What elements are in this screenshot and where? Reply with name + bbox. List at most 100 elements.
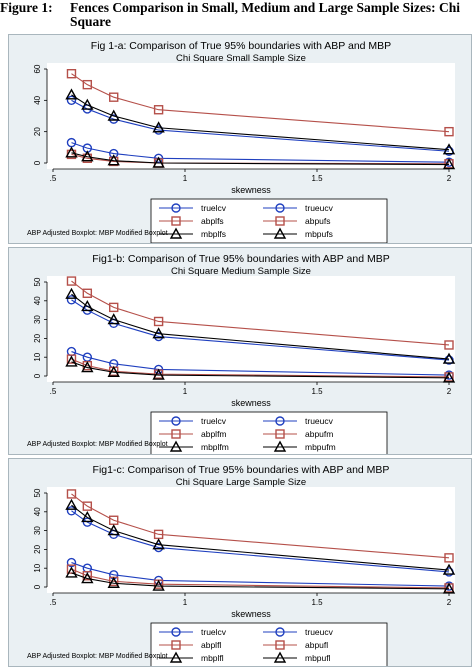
series-abpufm	[66, 276, 454, 350]
legend-marker	[171, 429, 181, 439]
legend-label: abpufs	[305, 216, 331, 226]
data-point	[82, 79, 93, 90]
legend-marker	[275, 203, 285, 213]
chart-svg: Fig1-c: Comparison of True 95% boundarie…	[27, 464, 456, 666]
chart-note: ABP Adjusted Boxplot: MBP Modified Boxpl…	[27, 441, 168, 448]
x-axis-label: skewness	[231, 398, 271, 408]
legend-marker	[275, 429, 285, 439]
legend-label: abplfl	[201, 640, 221, 650]
data-point	[81, 150, 94, 162]
series-mbpufl	[65, 498, 456, 575]
legend-item: trueucv	[263, 203, 334, 213]
series-line	[71, 99, 450, 152]
legend-item: mbpufs	[263, 227, 333, 239]
x-tick-label: .5	[50, 174, 57, 183]
legend-marker	[169, 440, 183, 452]
series-line	[71, 152, 450, 166]
figure-caption-text: Fences Comparison in Small, Medium and L…	[70, 0, 461, 29]
data-point	[107, 313, 120, 325]
legend-item: trueucv	[263, 416, 334, 426]
y-tick-label: 50	[33, 488, 42, 497]
x-tick-label: 1.5	[311, 174, 323, 183]
data-point	[107, 365, 120, 377]
chart-title: Fig 1-a: Comparison of True 95% boundari…	[91, 40, 391, 52]
x-tick-label: 1.5	[311, 598, 323, 607]
data-point	[152, 368, 165, 380]
legend-marker	[275, 216, 285, 226]
chart-svg: Fig 1-a: Comparison of True 95% boundari…	[27, 40, 456, 243]
series-line	[71, 358, 450, 378]
y-tick-label: 10	[33, 563, 42, 572]
series-mbpufs	[65, 88, 456, 155]
legend-item: truelcv	[159, 416, 227, 426]
legend-label: truelcv	[201, 627, 227, 637]
data-point	[442, 563, 456, 575]
legend-label: mbplfl	[201, 653, 224, 663]
y-tick-label: 20	[33, 544, 42, 553]
series-line	[71, 562, 450, 587]
legend-item: mbpufl	[263, 651, 331, 663]
series-line	[71, 73, 450, 133]
legend-marker	[273, 440, 287, 452]
chart-subtitle: Chi Square Medium Sample Size	[171, 266, 311, 277]
series-line	[71, 568, 450, 589]
x-tick-label: 1	[183, 174, 188, 183]
legend-marker	[273, 227, 287, 239]
legend-label: mbplfm	[201, 442, 229, 452]
x-tick-label: 1	[183, 387, 188, 396]
chart-panel-medium: Fig1-b: Comparison of True 95% boundarie…	[8, 247, 472, 455]
data-point	[82, 571, 93, 581]
legend-label: mbplfs	[201, 229, 226, 239]
legend-label: mbpufm	[305, 442, 336, 452]
legend-label: abplfm	[201, 429, 227, 439]
data-point	[82, 517, 93, 527]
data-point	[66, 295, 77, 305]
legend-item: truelcv	[159, 203, 227, 213]
x-tick-label: 2	[447, 387, 452, 396]
data-point	[442, 352, 456, 364]
series-line	[71, 142, 450, 163]
data-point	[81, 572, 94, 584]
data-point	[442, 158, 456, 170]
data-point	[107, 154, 120, 166]
data-point	[66, 69, 77, 79]
y-tick-label: 0	[33, 160, 42, 165]
legend-item: mbplfs	[159, 227, 226, 239]
legend-item: abplfs	[159, 216, 224, 226]
legend-marker	[275, 416, 285, 426]
data-point	[152, 538, 165, 550]
x-tick-label: 2	[447, 598, 452, 607]
legend-item: mbplfl	[159, 651, 224, 663]
series-mbplfl	[65, 566, 456, 594]
data-point	[66, 489, 77, 499]
x-axis-label: skewness	[231, 185, 271, 195]
data-point	[107, 109, 120, 121]
chart-title: Fig1-c: Comparison of True 95% boundarie…	[93, 464, 390, 476]
y-tick-label: 40	[33, 507, 42, 516]
legend-item: abplfl	[159, 640, 221, 650]
data-point	[81, 510, 94, 523]
data-point	[81, 361, 94, 373]
chart-title: Fig1-b: Comparison of True 95% boundarie…	[92, 253, 389, 265]
legend-label: mbpufs	[305, 229, 333, 239]
data-point	[153, 105, 164, 115]
legend-label: mbpufl	[305, 653, 331, 663]
data-point	[444, 553, 454, 563]
legend-box	[150, 411, 388, 454]
data-point	[442, 143, 456, 155]
chart-panel-small: Fig 1-a: Comparison of True 95% boundari…	[8, 34, 472, 244]
x-tick-label: 1.5	[311, 387, 323, 396]
figure-caption: Figure 1: Fences Comparison in Small, Me…	[0, 0, 474, 32]
x-axis-label: skewness	[231, 609, 271, 619]
legend-item: trueucv	[263, 627, 334, 637]
legend-marker	[171, 416, 181, 426]
legend-marker	[169, 651, 183, 663]
data-point	[66, 276, 77, 286]
legend-marker	[171, 640, 181, 650]
data-point	[152, 121, 165, 133]
y-tick-label: 20	[33, 127, 42, 136]
legend-label: truelcv	[201, 416, 227, 426]
series-mbpufm	[65, 287, 456, 364]
data-point	[66, 506, 77, 516]
legend-label: abpufm	[305, 429, 333, 439]
